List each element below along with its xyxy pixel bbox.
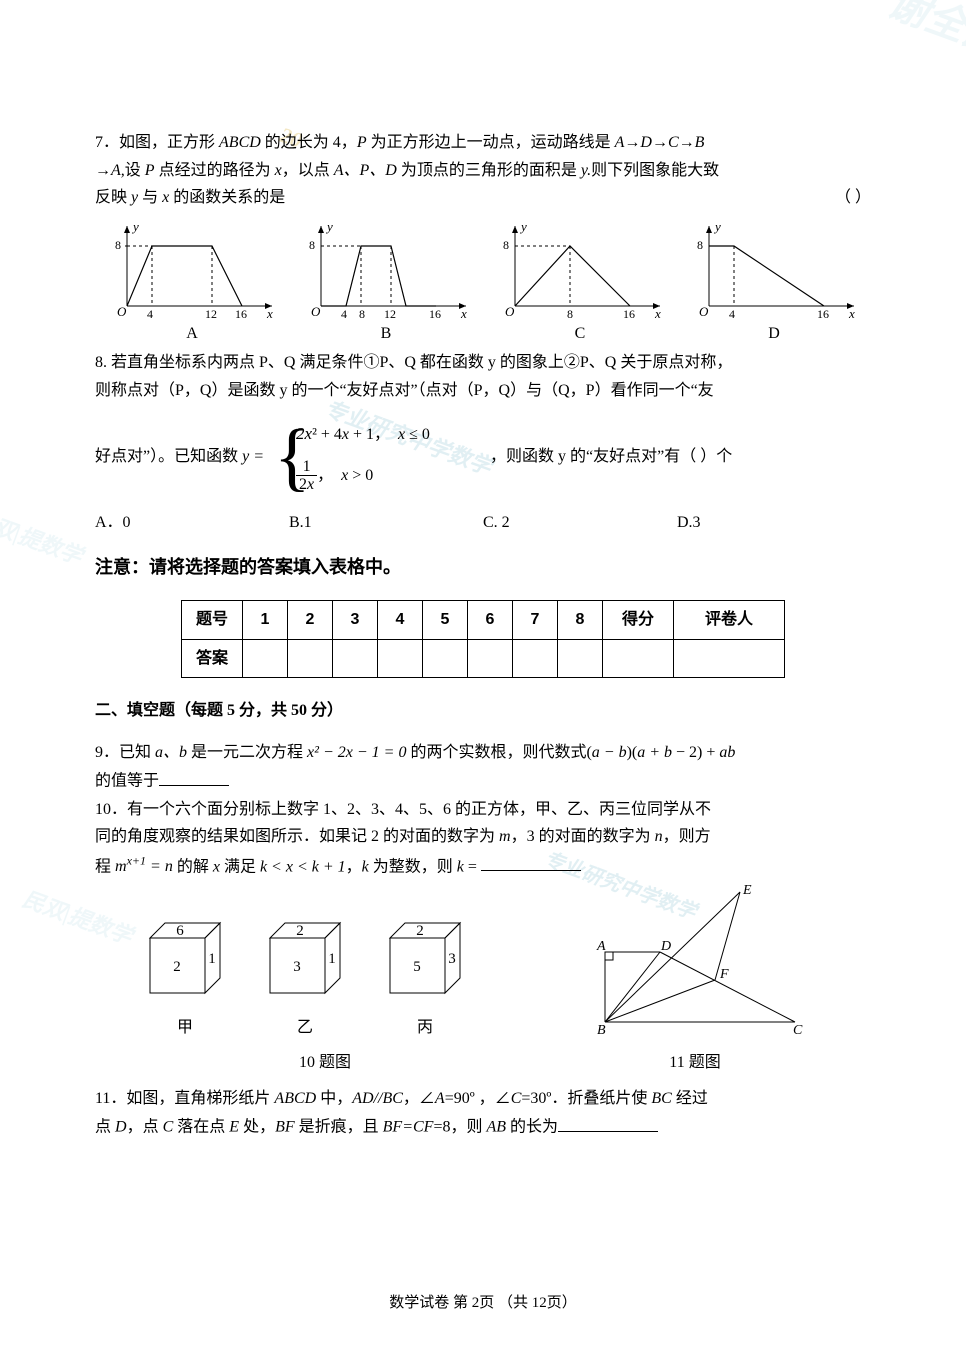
q8-line2: 则称点对（P，Q）是函数 y 的一个“友好点对”（点对（P，Q）与（Q，P）看作… — [95, 378, 871, 404]
svg-text:3: 3 — [448, 951, 456, 967]
note: 注意：请将选择题的答案填入表格中。 — [95, 553, 871, 582]
q11-blank[interactable] — [558, 1113, 658, 1132]
svg-text:O: O — [117, 304, 127, 319]
svg-text:C: C — [793, 1023, 803, 1038]
q10-line1: 10．有一个六个面分别标上数字 1、2、3、4、5、6 的正方体，甲、乙、丙三位… — [95, 797, 871, 823]
q7-chart-A: Oyx 8 41216 A — [107, 221, 277, 347]
svg-text:4: 4 — [341, 307, 347, 321]
page-footer: 数学试卷 第 2页 （共 12页） — [0, 1291, 966, 1315]
svg-text:8: 8 — [567, 307, 573, 321]
svg-text:12: 12 — [205, 307, 217, 321]
q7-line1: 7．如图，正方形 ABCD 的边长为 4，P 为正方形边上一动点，运动路线是 A… — [95, 130, 871, 156]
svg-text:F: F — [719, 967, 729, 982]
svg-text:y: y — [325, 221, 333, 234]
svg-text:1: 1 — [208, 951, 216, 967]
svg-text:x: x — [848, 306, 855, 321]
svg-text:6: 6 — [176, 923, 184, 939]
q8-line1: 8. 若直角坐标系内两点 P、Q 满足条件①P、Q 都在函数 y 的图象上②P、… — [95, 350, 871, 376]
q7-chart-D: Oyx 8 416 D — [689, 221, 859, 347]
cube-yi: 2 3 1 乙 — [255, 913, 355, 1040]
answer-table: 题号 1234 5678 得分评卷人 答案 — [181, 600, 785, 678]
svg-text:16: 16 — [623, 307, 635, 321]
q10-figures-row: 6 2 1 甲 2 3 1 乙 2 5 3 — [95, 882, 871, 1051]
svg-text:2: 2 — [416, 923, 424, 939]
q9: 9．已知 a、b 是一元二次方程 x² − 2x − 1 = 0 的两个实数根，… — [95, 740, 871, 766]
svg-text:16: 16 — [429, 307, 441, 321]
figure-labels: 10 题图 11 题图 — [95, 1050, 871, 1076]
q9-cont: 的值等于 — [95, 767, 871, 794]
q7-chart-B: Oyx 8 481216 B — [301, 221, 471, 347]
svg-text:12: 12 — [384, 307, 396, 321]
svg-text:x: x — [654, 306, 661, 321]
svg-text:16: 16 — [235, 307, 247, 321]
q7-chart-C: Oyx 8 816 C — [495, 221, 665, 347]
q10-cubes: 6 2 1 甲 2 3 1 乙 2 5 3 — [135, 913, 475, 1040]
svg-text:O: O — [505, 304, 515, 319]
q8-line3: 好点对”）。已知函数 y = { 2x² + 4x + 1， x ≤ 0 12x… — [95, 412, 871, 502]
cube-bing: 2 5 3 丙 — [375, 913, 475, 1040]
q8-options: A．0 B.1 C. 2 D.3 — [95, 510, 871, 536]
svg-text:y: y — [713, 221, 721, 234]
q7-line2: →A,设 P 点经过的路径为 x，以点 A、P、D 为顶点的三角形的面积是 y.… — [95, 158, 871, 184]
svg-text:4: 4 — [147, 307, 153, 321]
q11-line1: 11．如图，直角梯形纸片 ABCD 中，AD//BC，∠A=90º ，∠C=30… — [95, 1086, 871, 1112]
svg-text:A: A — [596, 939, 606, 954]
svg-text:y: y — [131, 221, 139, 234]
svg-text:1: 1 — [328, 951, 336, 967]
q11-line2: 点 D，点 C 落在点 E 处，BF 是折痕，且 BF=CF=8，则 AB 的长… — [95, 1113, 871, 1140]
svg-text:8: 8 — [503, 238, 509, 252]
svg-text:D: D — [660, 939, 671, 954]
cube-jia: 6 2 1 甲 — [135, 913, 235, 1040]
q7-line3: 反映 y 与 x 的函数关系的是 （ ） — [95, 185, 871, 211]
svg-text:8: 8 — [115, 238, 121, 252]
svg-text:O: O — [311, 304, 321, 319]
q10-blank[interactable] — [481, 852, 581, 871]
svg-text:4: 4 — [729, 307, 735, 321]
svg-text:16: 16 — [817, 307, 829, 321]
q11-figure: A D B C E F — [575, 882, 815, 1051]
svg-text:E: E — [742, 883, 752, 898]
svg-text:2: 2 — [296, 923, 304, 939]
svg-text:B: B — [597, 1023, 606, 1038]
svg-text:8: 8 — [359, 307, 365, 321]
section2-header: 二、填空题（每题 5 分，共 50 分） — [95, 698, 871, 724]
q10-line2: 同的角度观察的结果如图所示．如果记 2 的对面的数字为 m，3 的对面的数字为 … — [95, 824, 871, 850]
svg-text:8: 8 — [309, 238, 315, 252]
svg-text:x: x — [460, 306, 467, 321]
svg-text:y: y — [519, 221, 527, 234]
svg-text:3: 3 — [293, 959, 301, 975]
svg-text:O: O — [699, 304, 709, 319]
q10-line3: 程 mx+1 = n 的解 x 满足 k < x < k + 1，k 为整数，则… — [95, 852, 871, 880]
q7-charts: Oyx 8 41216 A Oyx 8 481216 B Oyx — [95, 221, 871, 347]
svg-text:2: 2 — [173, 959, 181, 975]
svg-text:5: 5 — [413, 959, 421, 975]
svg-text:8: 8 — [697, 238, 703, 252]
svg-text:x: x — [266, 306, 273, 321]
q9-blank[interactable] — [159, 767, 229, 786]
